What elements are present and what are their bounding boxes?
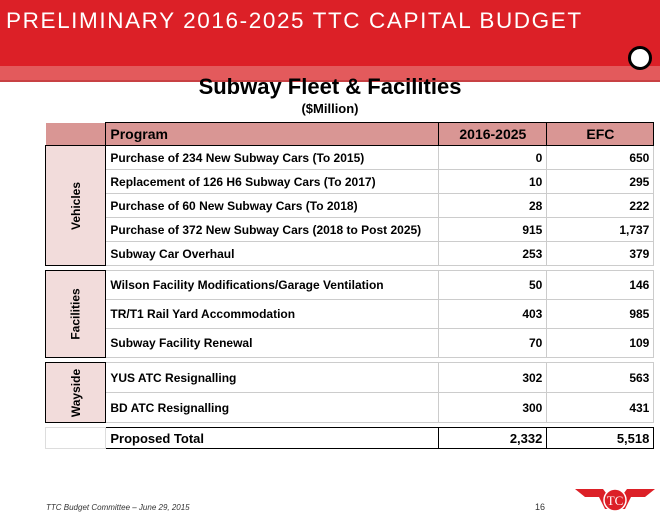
budget-table: Program 2016-2025 EFC Vehicles Purchase of 2… [44, 122, 655, 449]
program-cell: Wilson Facility Modifications/Garage Ven… [105, 270, 440, 300]
table-row: Facilities Wilson Facility Modifications/… [44, 270, 655, 358]
total-period: 2,332 [438, 427, 548, 449]
table-row: Subway Facility Renewal 70 109 [46, 328, 655, 358]
table-row: Replacement of 126 H6 Subway Cars (To 20… [46, 169, 655, 194]
period-value: 10 [438, 169, 548, 194]
banner-title: PRELIMINARY 2016-2025 TTC CAPITAL BUDGET [6, 8, 583, 33]
efc-value: 650 [546, 145, 655, 170]
period-value: 253 [438, 241, 548, 266]
table-header-row: Program 2016-2025 EFC [45, 122, 655, 146]
period-value: 915 [438, 217, 548, 242]
table-row: BD ATC Resignalling 300 431 [46, 392, 655, 423]
total-row: Proposed Total 2,332 5,518 [44, 427, 655, 449]
efc-value: 295 [546, 169, 655, 194]
program-cell: TR/T1 Rail Yard Accommodation [105, 299, 440, 329]
efc-value: 379 [546, 241, 655, 266]
slide-subtitle: ($Million) [301, 101, 359, 116]
ttc-logo-icon: TC [575, 488, 655, 512]
program-cell: Purchase of 234 New Subway Cars (To 2015… [105, 145, 440, 170]
slide-title: Subway Fleet & Facilities [198, 74, 462, 99]
period-value: 300 [438, 392, 548, 423]
efc-value: 1,737 [546, 217, 655, 242]
efc-value: 985 [546, 299, 655, 329]
period-value: 0 [438, 145, 548, 170]
program-cell: YUS ATC Resignalling [105, 362, 440, 393]
circle-marker-icon [628, 46, 652, 70]
group-label: Facilities [44, 270, 107, 358]
program-cell: Replacement of 126 H6 Subway Cars (To 20… [105, 169, 440, 194]
table-row: Vehicles Purchase of 234 New Subway Cars … [44, 145, 655, 266]
footer-text: TTC Budget Committee – June 29, 2015 [46, 503, 190, 512]
total-efc: 5,518 [546, 427, 655, 449]
header-banner: PRELIMINARY 2016-2025 TTC CAPITAL BUDGET [0, 0, 660, 66]
program-cell: Purchase of 60 New Subway Cars (To 2018) [105, 193, 440, 218]
table-row: Purchase of 372 New Subway Cars (2018 to… [46, 217, 655, 242]
svg-text:TC: TC [607, 493, 624, 508]
period-value: 70 [438, 328, 548, 358]
total-label: Proposed Total [105, 427, 440, 449]
header-period: 2016-2025 [438, 122, 548, 146]
table-row: Wayside YUS ATC Resignalling 302 563 [44, 362, 655, 423]
efc-value: 146 [546, 270, 655, 300]
table-row: Subway Car Overhaul 253 379 [46, 241, 655, 266]
efc-value: 222 [546, 193, 655, 218]
program-cell: Subway Facility Renewal [105, 328, 440, 358]
efc-value: 563 [546, 362, 655, 393]
period-value: 28 [438, 193, 548, 218]
header-program: Program [105, 122, 440, 146]
group-label: Wayside [44, 362, 107, 423]
program-cell: Subway Car Overhaul [105, 241, 440, 266]
period-value: 403 [438, 299, 548, 329]
banner-strip [0, 66, 660, 82]
table-row: Purchase of 60 New Subway Cars (To 2018)… [46, 193, 655, 218]
header-efc: EFC [546, 122, 655, 146]
period-value: 302 [438, 362, 548, 393]
group-label: Vehicles [44, 145, 107, 266]
page-number: 16 [535, 502, 546, 512]
efc-value: 109 [546, 328, 655, 358]
period-value: 50 [438, 270, 548, 300]
program-cell: Purchase of 372 New Subway Cars (2018 to… [105, 217, 440, 242]
efc-value: 431 [546, 392, 655, 423]
program-cell: BD ATC Resignalling [105, 392, 440, 423]
table-row: TR/T1 Rail Yard Accommodation 403 985 [46, 299, 655, 329]
